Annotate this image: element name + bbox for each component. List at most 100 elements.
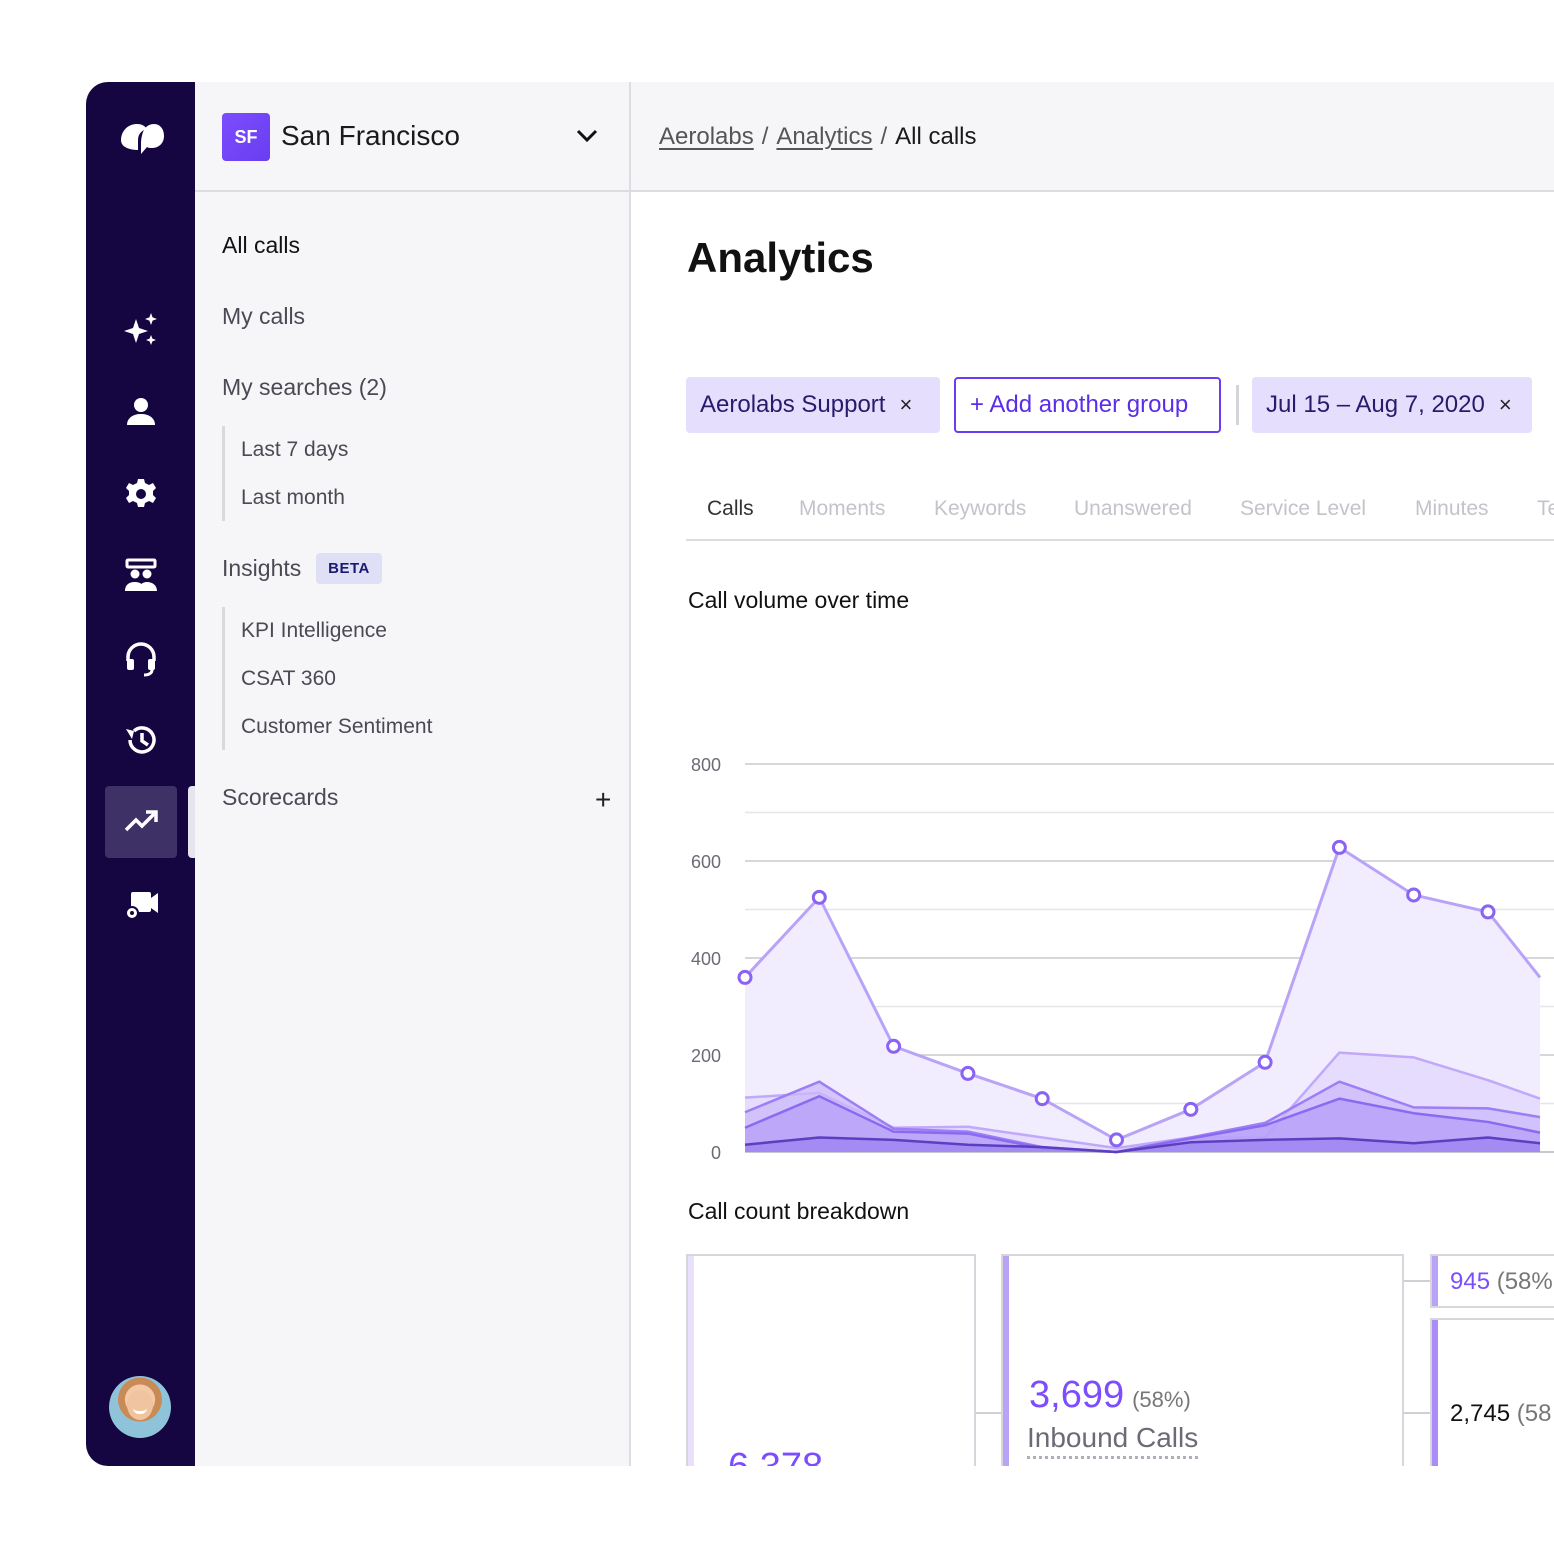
insight-customer-sentiment[interactable]: Customer Sentiment [241, 715, 433, 738]
headset-button[interactable] [105, 622, 177, 694]
main-content: Aerolabs / Analytics / All calls Analytics A… [631, 82, 1554, 1466]
insight-csat-360[interactable]: CSAT 360 [241, 667, 336, 690]
avatar-smile [133, 1408, 147, 1414]
nav-scorecards[interactable]: Scorecards [222, 784, 339, 810]
data-point [1109, 1132, 1124, 1148]
volume-section-title: Call volume over time [688, 587, 910, 613]
nav-my-searches[interactable]: My searches (2) [222, 374, 387, 400]
trending-icon [124, 810, 158, 832]
inbound-calls-card[interactable]: 3,699 (58%) Inbound Calls [1001, 1254, 1404, 1466]
y-tick-label: 200 [691, 1046, 721, 1066]
team-name: San Francisco [281, 120, 460, 151]
tab-keywords[interactable]: Keywords [934, 497, 1027, 520]
searches-group: Last 7 days Last month [222, 426, 348, 521]
breadcrumb-root[interactable]: Aerolabs [659, 123, 754, 150]
y-tick-label: 800 [691, 755, 721, 775]
search-last-month[interactable]: Last month [241, 486, 345, 509]
group-filter-label: Aerolabs Support [700, 391, 886, 418]
nav-my-calls[interactable]: My calls [222, 303, 306, 329]
total-calls-card[interactable]: 6,378 [686, 1254, 976, 1466]
mid-sub-value-row: 2,745 (58 [1450, 1400, 1551, 1428]
analytics-tabs: Calls Moments Keywords Unanswered Servic… [686, 477, 1554, 541]
data-point [1183, 1101, 1199, 1117]
mid-sub-pct: (58 [1516, 1400, 1552, 1427]
team-selector[interactable]: SF San Francisco [195, 82, 629, 192]
add-scorecard-button[interactable]: + [595, 784, 612, 815]
top-sub-card[interactable]: 945 (58% [1430, 1254, 1554, 1308]
date-filter-chip[interactable]: Jul 15 – Aug 7, 2020 × [1252, 377, 1532, 433]
inbound-pct: (58%) [1132, 1387, 1191, 1412]
gear-icon [126, 479, 156, 507]
nav-all-calls[interactable]: All calls [222, 232, 300, 258]
insights-group: KPI Intelligence CSAT 360 Customer Senti… [222, 607, 432, 750]
data-point [1406, 887, 1422, 903]
breadcrumb-sep: / [880, 123, 888, 150]
date-filter-label: Jul 15 – Aug 7, 2020 [1266, 391, 1485, 418]
logo-icon[interactable] [117, 118, 165, 158]
contacts-button[interactable] [105, 376, 177, 448]
page-title: Analytics [687, 234, 874, 281]
tab-unanswered[interactable]: Unanswered [1074, 497, 1192, 520]
data-point [1034, 1091, 1050, 1107]
app-window: SF San Francisco All calls My calls My s… [86, 82, 1554, 1466]
headset-icon [126, 642, 156, 677]
mid-sub-value: 2,745 [1450, 1400, 1511, 1427]
tab-partial[interactable]: Te [1537, 497, 1554, 520]
data-point [737, 969, 753, 985]
close-icon[interactable]: × [1498, 392, 1512, 417]
inbound-value: 3,699 [1029, 1374, 1125, 1416]
close-icon[interactable]: × [899, 392, 913, 417]
card-accent [1432, 1320, 1438, 1466]
filter-divider [1236, 385, 1239, 425]
breadcrumb-section[interactable]: Analytics [776, 123, 873, 150]
card-accent [1432, 1256, 1438, 1306]
insight-kpi-intelligence[interactable]: KPI Intelligence [241, 619, 387, 642]
sparkles-icon [124, 313, 157, 345]
nav-insights[interactable]: Insights [222, 555, 302, 581]
series-area [745, 1137, 1541, 1152]
breakdown-section-title: Call count breakdown [688, 1198, 910, 1224]
data-point [811, 889, 827, 905]
top-sub-value: 945 [1450, 1268, 1491, 1295]
connector-line [1404, 1280, 1430, 1282]
team-button[interactable] [105, 540, 177, 612]
breadcrumb-sep: / [761, 123, 769, 150]
top-sub-pct: (58% [1496, 1268, 1553, 1295]
top-sub-value-row: 945 (58% [1450, 1268, 1553, 1296]
video-settings-icon [125, 892, 158, 920]
side-panel: SF San Francisco All calls My calls My s… [195, 82, 631, 1466]
history-icon [126, 726, 156, 754]
analytics-button[interactable] [105, 786, 177, 858]
tab-calls[interactable]: Calls [707, 497, 754, 520]
search-last-7-days[interactable]: Last 7 days [241, 438, 349, 461]
icon-rail [86, 82, 198, 1466]
team-badge: SF [222, 113, 270, 161]
sparkles-button[interactable] [105, 294, 177, 366]
connector-line [976, 1412, 1002, 1414]
beta-badge: BETA [316, 553, 382, 584]
series-line [744, 1094, 1541, 1154]
video-settings-button[interactable] [105, 868, 177, 940]
series-line [743, 845, 1542, 1142]
data-point [1331, 839, 1347, 855]
series-line [744, 1136, 1541, 1154]
tab-service-level[interactable]: Service Level [1240, 497, 1367, 520]
history-button[interactable] [105, 704, 177, 776]
add-group-button[interactable]: + Add another group [954, 377, 1221, 433]
active-indicator [188, 786, 198, 858]
data-point [1480, 904, 1496, 920]
top-bar: Aerolabs / Analytics / All calls [631, 82, 1554, 192]
team-icon [125, 558, 157, 591]
y-tick-label: 0 [711, 1143, 721, 1162]
inbound-label[interactable]: Inbound Calls [1027, 1422, 1199, 1459]
chevron-down-icon[interactable] [575, 124, 599, 148]
tab-moments[interactable]: Moments [799, 497, 886, 520]
y-tick-label: 600 [691, 852, 721, 872]
avatar[interactable] [109, 1376, 171, 1438]
group-filter-chip[interactable]: Aerolabs Support × [686, 377, 940, 433]
mid-sub-card[interactable]: 2,745 (58 [1430, 1318, 1554, 1466]
tab-minutes[interactable]: Minutes [1415, 497, 1489, 520]
card-accent [1003, 1256, 1009, 1466]
call-volume-chart: 020040060080015Jul1719212325 [631, 642, 1554, 1162]
settings-button[interactable] [105, 458, 177, 530]
